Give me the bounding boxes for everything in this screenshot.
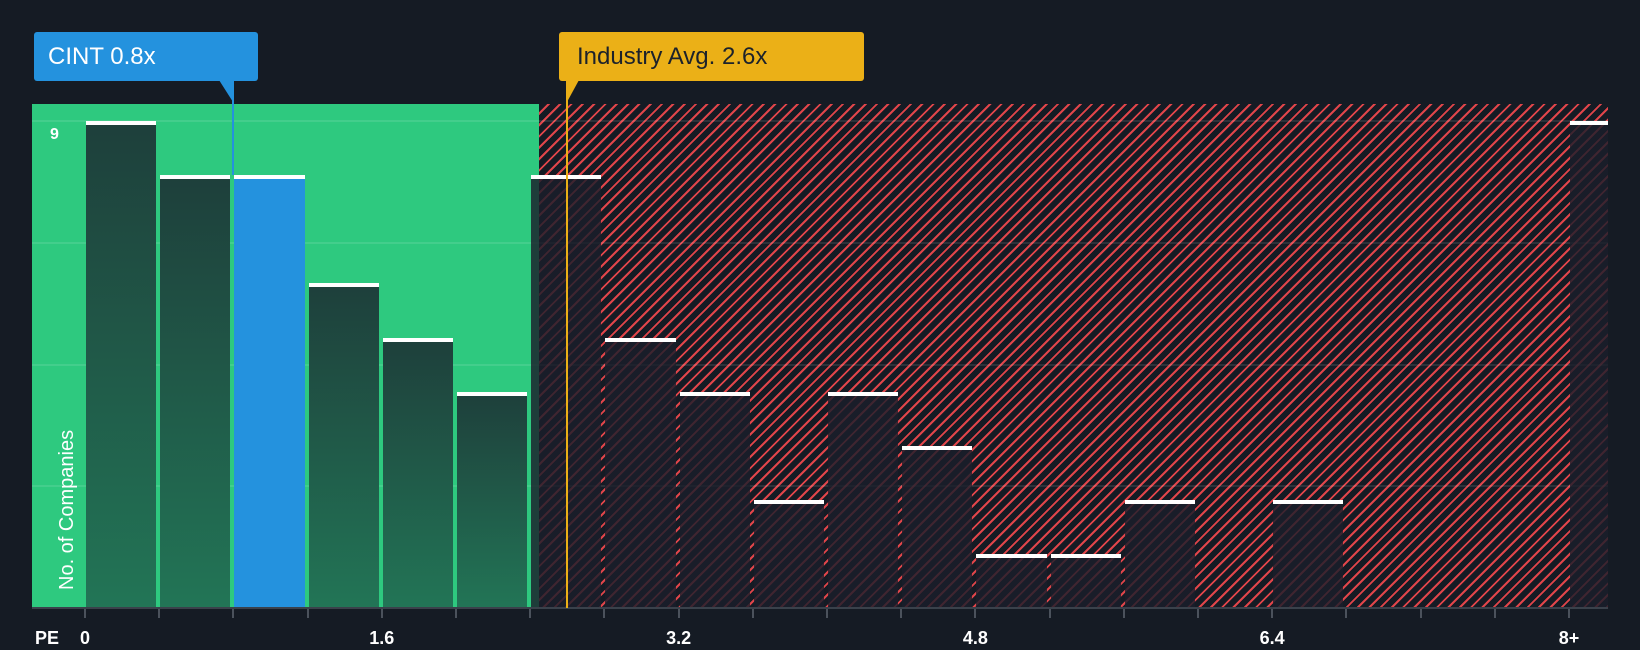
bar-cap [976, 553, 1047, 558]
x-tick [1419, 609, 1422, 618]
bar-cap [1050, 553, 1121, 558]
chart-plot-area [32, 104, 1608, 608]
bar-cap [1570, 121, 1608, 126]
industry-avg-label: Industry Avg. 2.6x [577, 43, 768, 70]
histogram-bar [902, 445, 973, 608]
x-tick [1122, 609, 1125, 618]
company-bar [234, 175, 305, 608]
industry-callout-pointer [567, 80, 580, 102]
bar-cap [605, 337, 676, 342]
y-axis-max-label: 9 [50, 126, 59, 143]
histogram-bar [679, 391, 750, 608]
gridline [32, 485, 1608, 488]
x-tick-label: 6.4 [1259, 628, 1285, 648]
x-tick [1568, 609, 1570, 618]
bar-cap [86, 121, 157, 126]
x-tick [826, 609, 828, 618]
bar-cap [382, 337, 453, 342]
bar-cap [531, 175, 602, 180]
bar-cap [1124, 499, 1195, 504]
histogram-bar [605, 337, 676, 608]
bar-cap [234, 175, 305, 180]
x-tick [1048, 609, 1051, 618]
histogram-bar [976, 553, 1047, 608]
x-tick-label: 4.8 [962, 628, 988, 648]
x-tick [677, 609, 680, 618]
x-axis-line [32, 607, 1608, 609]
x-tick [380, 609, 383, 618]
histogram-bar [531, 175, 602, 608]
x-tick [603, 609, 606, 618]
histogram-bar [828, 391, 899, 608]
x-tick [455, 609, 457, 618]
histogram-bar [382, 337, 453, 608]
x-tick [158, 609, 161, 618]
x-tick [1271, 609, 1274, 618]
histogram-bar [753, 499, 824, 608]
bar-cap [308, 283, 379, 288]
company-callout-pointer [219, 80, 234, 102]
company-pe-callout: CINT 0.8x [34, 32, 258, 81]
x-tick [751, 609, 754, 618]
x-tick [84, 609, 86, 618]
gridline [32, 363, 1608, 366]
bar-cap [160, 175, 231, 180]
x-tick [1197, 609, 1199, 618]
histogram-bar [86, 121, 157, 608]
bar-cap [828, 391, 899, 396]
company-marker-line [232, 81, 235, 176]
bar-cap [679, 391, 750, 396]
x-tick [1493, 609, 1496, 618]
x-tick [900, 609, 903, 618]
histogram-bar [1570, 121, 1608, 608]
bar-cap [902, 445, 973, 450]
gridline [32, 241, 1608, 244]
bar-cap [457, 391, 528, 396]
x-tick-label: 1.6 [369, 628, 395, 648]
histogram-bar [1124, 499, 1195, 608]
above-average-zone [539, 104, 1608, 608]
bar-cap [1273, 499, 1344, 504]
gridline [32, 120, 1608, 123]
company-pe-label: CINT 0.8x [48, 43, 156, 70]
x-tick [529, 609, 532, 618]
histogram-bar [1273, 499, 1344, 608]
industry-avg-callout: Industry Avg. 2.6x [559, 32, 864, 81]
histogram-bar [308, 283, 379, 608]
y-axis-title: No. of Companies [56, 429, 78, 590]
x-axis-title: PE [35, 628, 60, 648]
x-tick [232, 609, 235, 618]
industry-marker-line [566, 81, 569, 608]
x-tick-label: 3.2 [666, 628, 692, 648]
histogram-bar [1050, 553, 1121, 608]
x-tick [974, 609, 977, 618]
x-tick-label: 8+ [1558, 628, 1580, 648]
bar-cap [753, 499, 824, 504]
histogram-bar [457, 391, 528, 608]
x-tick [306, 609, 309, 618]
x-tick-label: 0 [79, 628, 91, 648]
x-tick [1345, 609, 1348, 618]
histogram-bar [160, 175, 231, 608]
